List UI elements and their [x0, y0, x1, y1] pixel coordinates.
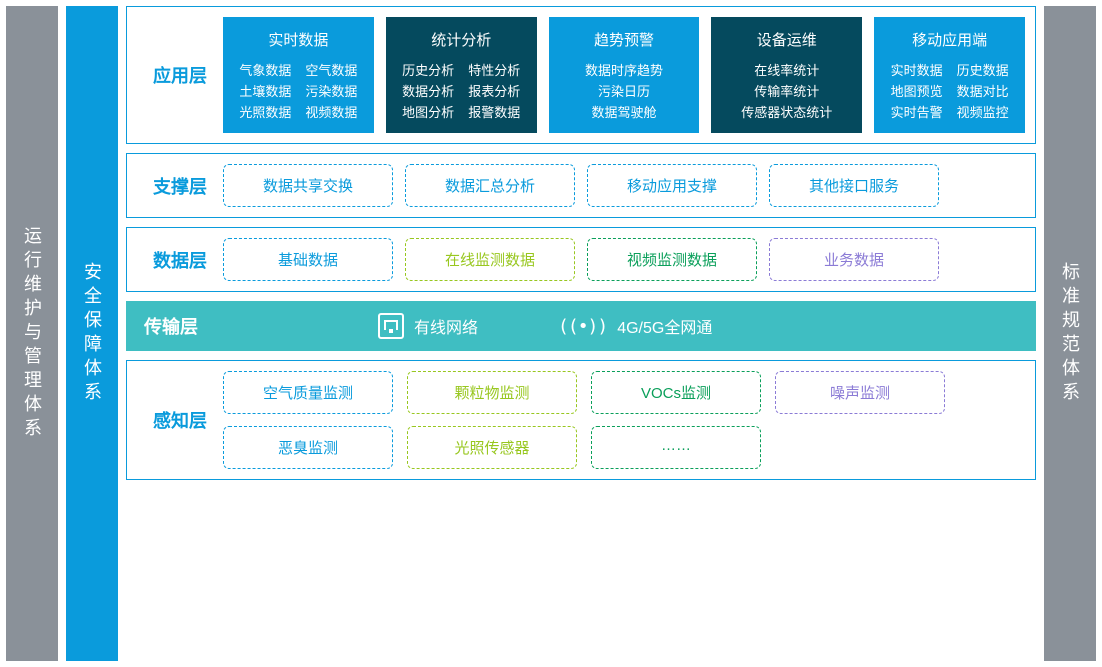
app-card-item: 特性分析: [468, 64, 520, 77]
pill: 在线监测数据: [405, 238, 575, 281]
app-card-item: 实时告警: [891, 106, 943, 119]
transport-wired-label: 有线网络: [414, 314, 478, 338]
app-card-item: 在线率统计: [754, 64, 819, 77]
layer-application-label: 应用层: [137, 17, 223, 133]
app-card-title: 统计分析: [431, 29, 491, 50]
app-card: 实时数据气象数据 空气数据土壤数据 污染数据光照数据 视频数据: [223, 17, 374, 133]
app-card-item: 报警数据: [468, 106, 520, 119]
transport-wired: 有线网络: [378, 313, 478, 339]
app-card-items: 在线率统计传输率统计传感器状态统计: [741, 64, 832, 119]
signal-icon: ((•)): [558, 316, 607, 337]
pill: 噪声监测: [775, 371, 945, 414]
app-card-item: 污染数据: [305, 85, 357, 98]
ethernet-icon: [378, 313, 404, 339]
pill: 移动应用支撑: [587, 164, 757, 207]
layer-transport-label: 传输层: [144, 313, 198, 339]
pillar-standards: 标准规范体系: [1044, 6, 1096, 661]
app-card: 移动应用端实时数据 历史数据地图预览 数据对比实时告警 视频监控: [874, 17, 1025, 133]
app-card-item: 地图分析: [402, 106, 454, 119]
app-card-item: 污染日历: [598, 85, 650, 98]
app-card-item: 数据对比: [957, 85, 1009, 98]
app-card-item: 实时数据: [891, 64, 943, 77]
app-card-item: 地图预览: [891, 85, 943, 98]
pill: 数据共享交换: [223, 164, 393, 207]
pill: 恶臭监测: [223, 426, 393, 469]
app-card-item: 土壤数据: [239, 85, 291, 98]
app-card: 设备运维在线率统计传输率统计传感器状态统计: [711, 17, 862, 133]
app-card-item: 报表分析: [468, 85, 520, 98]
pill: VOCs监测: [591, 371, 761, 414]
app-card-items: 历史分析 特性分析数据分析 报表分析地图分析 报警数据: [402, 64, 520, 119]
pillar-standards-label: 标准规范体系: [1057, 262, 1083, 406]
app-card-title: 移动应用端: [912, 29, 987, 50]
perception-content: 空气质量监测颗粒物监测 VOCs监测噪声监测 恶臭监测光照传感器 ……: [223, 371, 1025, 469]
layer-perception: 感知层 空气质量监测颗粒物监测 VOCs监测噪声监测 恶臭监测光照传感器 ……: [126, 360, 1036, 480]
app-card-items: 实时数据 历史数据地图预览 数据对比实时告警 视频监控: [891, 64, 1009, 119]
perception-row-2: 恶臭监测光照传感器 ……: [223, 426, 1025, 469]
app-card-item: 数据时序趋势: [585, 64, 663, 77]
app-card-title: 趋势预警: [594, 29, 654, 50]
layer-support-label: 支撑层: [137, 164, 223, 207]
layer-transport: 传输层 有线网络 ((•)) 4G/5G全网通: [126, 301, 1036, 351]
app-card-item: 传感器状态统计: [741, 106, 832, 119]
pill: 基础数据: [223, 238, 393, 281]
transport-wireless-label: 4G/5G全网通: [617, 314, 712, 338]
pill: 空气质量监测: [223, 371, 393, 414]
app-card: 统计分析历史分析 特性分析数据分析 报表分析地图分析 报警数据: [386, 17, 537, 133]
layer-application: 应用层 实时数据气象数据空气数据土壤数据污染数据光照数据视频数据统计分析历史分析…: [126, 6, 1036, 144]
layer-support: 支撑层 数据共享交换数据汇总分析移动应用支撑其他接口服务: [126, 153, 1036, 218]
app-card-title: 设备运维: [757, 29, 817, 50]
app-card-item: 气象数据: [239, 64, 291, 77]
app-card-item: 数据分析: [402, 85, 454, 98]
perception-row-1: 空气质量监测颗粒物监测 VOCs监测噪声监测: [223, 371, 1025, 414]
pill: 业务数据: [769, 238, 939, 281]
support-pills: 数据共享交换数据汇总分析移动应用支撑其他接口服务: [223, 164, 1025, 207]
layer-perception-label: 感知层: [137, 371, 223, 469]
app-card-item: 视频监控: [957, 106, 1009, 119]
app-card-item: 数据驾驶舱: [591, 106, 656, 119]
main-layers: 应用层 实时数据气象数据空气数据土壤数据污染数据光照数据视频数据统计分析历史分析…: [126, 6, 1036, 661]
layer-data-label: 数据层: [137, 238, 223, 281]
pillar-security-label: 安全保障体系: [79, 262, 105, 406]
pill: 颗粒物监测: [407, 371, 577, 414]
app-card-items: 数据时序趋势污染日历数据驾驶舱: [585, 64, 663, 119]
pillar-operations: 运行维护与管理体系: [6, 6, 58, 661]
application-cards: 实时数据气象数据空气数据土壤数据污染数据光照数据视频数据统计分析历史分析特性分析…: [223, 17, 1025, 133]
pill: 视频监测数据: [587, 238, 757, 281]
app-card-item: 历史数据: [957, 64, 1009, 77]
pill: ……: [591, 426, 761, 469]
app-card-item: 空气数据: [305, 64, 357, 77]
app-card-items: 气象数据 空气数据土壤数据 污染数据光照数据 视频数据: [239, 64, 357, 119]
pill: 数据汇总分析: [405, 164, 575, 207]
data-pills: 基础数据在线监测数据视频监测数据业务数据: [223, 238, 1025, 281]
app-card-item: 传输率统计: [754, 85, 819, 98]
pill: 光照传感器: [407, 426, 577, 469]
transport-wireless: ((•)) 4G/5G全网通: [558, 314, 712, 338]
app-card-item: 视频数据: [305, 106, 357, 119]
pillar-operations-label: 运行维护与管理体系: [19, 226, 45, 442]
pillar-security: 安全保障体系: [66, 6, 118, 661]
pill: 其他接口服务: [769, 164, 939, 207]
app-card-title: 实时数据: [268, 29, 328, 50]
app-card: 趋势预警数据时序趋势污染日历数据驾驶舱: [549, 17, 700, 133]
app-card-item: 历史分析: [402, 64, 454, 77]
app-card-item: 光照数据: [239, 106, 291, 119]
layer-data: 数据层 基础数据在线监测数据视频监测数据业务数据: [126, 227, 1036, 292]
